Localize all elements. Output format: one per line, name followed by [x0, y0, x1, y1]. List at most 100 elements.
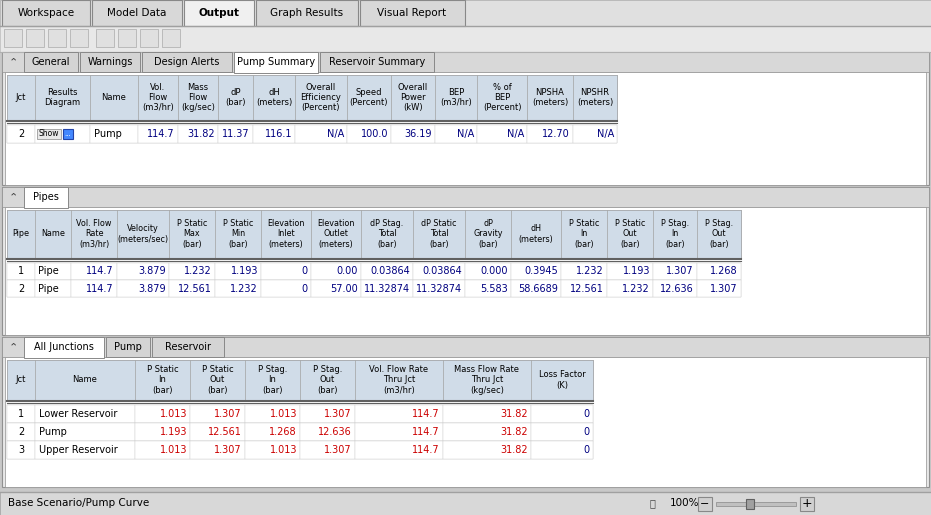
Bar: [511, 210, 561, 258]
Bar: [7, 423, 35, 441]
Bar: [5, 72, 926, 185]
Bar: [118, 29, 136, 47]
Text: BEP
(m3/hr): BEP (m3/hr): [440, 88, 472, 107]
Text: 1.013: 1.013: [159, 445, 187, 455]
Text: 1.232: 1.232: [230, 283, 258, 294]
Bar: [746, 499, 754, 509]
Text: P Static
Min
(bar): P Static Min (bar): [223, 219, 253, 249]
Text: Jct: Jct: [16, 93, 26, 102]
Text: 11.32874: 11.32874: [364, 283, 410, 294]
Text: 1.307: 1.307: [710, 283, 738, 294]
Bar: [7, 263, 741, 280]
Bar: [531, 405, 593, 423]
Text: Elevation
Inlet
(meters): Elevation Inlet (meters): [267, 219, 304, 249]
Text: Graph Results: Graph Results: [270, 8, 344, 18]
Text: 2: 2: [18, 283, 24, 294]
Text: Base Scenario/Pump Curve: Base Scenario/Pump Curve: [8, 499, 149, 508]
Text: dH
(meters): dH (meters): [519, 225, 553, 244]
Bar: [35, 75, 90, 120]
Text: Show: Show: [39, 129, 60, 139]
Bar: [300, 360, 355, 400]
Text: 0.000: 0.000: [480, 266, 508, 277]
Text: Pipe: Pipe: [12, 230, 30, 238]
Text: Workspace: Workspace: [18, 8, 74, 18]
Bar: [35, 280, 71, 297]
Text: Pipe: Pipe: [38, 266, 59, 277]
Bar: [178, 125, 218, 143]
Bar: [477, 75, 527, 120]
Text: N/A: N/A: [457, 129, 474, 139]
Text: 1.193: 1.193: [159, 427, 187, 437]
Bar: [135, 423, 190, 441]
Text: 1.307: 1.307: [324, 445, 352, 455]
Bar: [7, 360, 35, 400]
Text: −: −: [700, 499, 709, 508]
Text: Pump: Pump: [115, 342, 142, 352]
Text: 57.00: 57.00: [331, 283, 358, 294]
Bar: [7, 423, 593, 441]
Text: All Junctions: All Junctions: [34, 342, 94, 352]
Bar: [300, 423, 355, 441]
Text: 31.82: 31.82: [500, 427, 528, 437]
Bar: [653, 263, 697, 280]
Text: % of
BEP
(Percent): % of BEP (Percent): [483, 83, 521, 112]
Bar: [653, 280, 697, 297]
Text: 36.19: 36.19: [404, 129, 432, 139]
Bar: [511, 280, 561, 297]
Bar: [90, 125, 138, 143]
Text: 0: 0: [302, 266, 308, 277]
Bar: [435, 125, 477, 143]
Text: Reservoir: Reservoir: [165, 342, 211, 352]
Bar: [218, 125, 253, 143]
Bar: [347, 125, 391, 143]
Bar: [391, 125, 435, 143]
Bar: [92, 0, 182, 26]
Bar: [300, 405, 355, 423]
Text: Pipes: Pipes: [34, 192, 59, 202]
Bar: [7, 280, 741, 297]
Bar: [697, 210, 741, 258]
Text: Results
Diagram: Results Diagram: [45, 88, 81, 107]
Text: N/A: N/A: [327, 129, 344, 139]
Bar: [35, 441, 135, 459]
Bar: [24, 187, 68, 208]
Text: ⌃: ⌃: [8, 192, 18, 202]
Bar: [607, 280, 653, 297]
Text: +: +: [802, 497, 813, 510]
Bar: [361, 210, 413, 258]
Text: Mass
Flow
(kg/sec): Mass Flow (kg/sec): [181, 83, 215, 112]
Bar: [140, 29, 158, 47]
Bar: [697, 280, 741, 297]
Bar: [152, 337, 224, 357]
Bar: [135, 360, 190, 400]
Bar: [320, 52, 434, 72]
Bar: [355, 423, 443, 441]
Text: Vol. Flow Rate
Thru Jct
(m3/hr): Vol. Flow Rate Thru Jct (m3/hr): [370, 366, 428, 394]
Bar: [256, 0, 358, 26]
Text: Reservoir Summary: Reservoir Summary: [329, 57, 425, 67]
Bar: [347, 75, 391, 120]
Bar: [234, 52, 318, 73]
Bar: [361, 280, 413, 297]
Bar: [2, 52, 929, 72]
Text: Upper Reservoir: Upper Reservoir: [39, 445, 117, 455]
Bar: [178, 75, 218, 120]
Text: 1.193: 1.193: [231, 266, 258, 277]
Bar: [531, 423, 593, 441]
Text: 0: 0: [584, 409, 590, 419]
Bar: [24, 52, 78, 72]
Bar: [7, 263, 35, 280]
Bar: [138, 75, 178, 120]
Bar: [117, 263, 169, 280]
Text: 1: 1: [18, 409, 24, 419]
Bar: [7, 125, 617, 143]
Bar: [70, 29, 88, 47]
Text: General: General: [32, 57, 70, 67]
Bar: [527, 125, 573, 143]
Text: 1.268: 1.268: [710, 266, 738, 277]
Bar: [311, 263, 361, 280]
Text: 2: 2: [18, 427, 24, 437]
Text: 1.013: 1.013: [269, 409, 297, 419]
Text: 114.7: 114.7: [412, 427, 440, 437]
Bar: [63, 129, 73, 139]
